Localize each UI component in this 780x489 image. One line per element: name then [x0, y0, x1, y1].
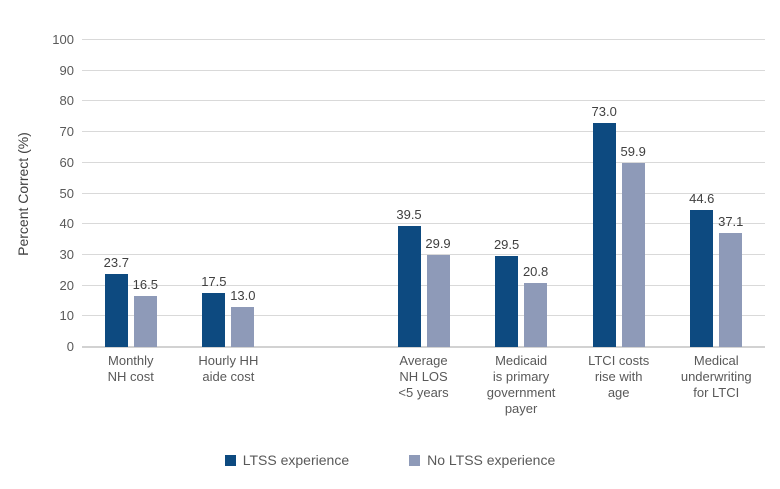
- bar-group: 39.5 29.9: [375, 40, 473, 347]
- legend-item: LTSS experience: [224, 452, 350, 468]
- bar-ltss-experience: [592, 122, 616, 347]
- bar-no-ltss-experience: [621, 163, 645, 347]
- gridline: [82, 253, 765, 255]
- bar-group-spacer: [277, 40, 375, 347]
- bar-value-label: 20.8: [522, 264, 549, 280]
- bar-value-label: 16.5: [132, 277, 158, 293]
- x-axis-labels: Monthly NH cost Hourly HH aide cost Averag…: [82, 353, 765, 417]
- y-tick-label: 10: [59, 308, 74, 324]
- legend: LTSS experience No LTSS experience: [0, 452, 780, 468]
- legend-label: LTSS experience: [242, 452, 350, 468]
- bar-no-ltss-experience: [426, 255, 450, 347]
- x-axis-label: Hourly HH aide cost: [198, 353, 259, 384]
- y-axis: 0 10 20 30 40 50 60 70 80 90 100: [0, 33, 74, 354]
- bar-ltss-experience: [104, 274, 128, 347]
- bar-wrap: 73.0: [591, 40, 617, 347]
- y-tick-label: 40: [59, 216, 74, 232]
- bar-group: 17.5 13.0: [180, 40, 278, 347]
- y-tick-label: 80: [59, 93, 74, 109]
- y-tick-label: 70: [59, 124, 74, 140]
- bar-ltss-experience: [690, 210, 714, 347]
- x-axis-label: Average NH LOS <5 years: [398, 353, 449, 400]
- bar-group: 23.7 16.5: [82, 40, 180, 347]
- bar-wrap: 39.5: [396, 40, 422, 347]
- bar-value-label: 39.5: [396, 206, 422, 222]
- y-tick-label: 50: [59, 185, 74, 201]
- gridline: [82, 100, 765, 102]
- bar-group: 73.0 59.9: [570, 40, 668, 347]
- bar-wrap: 29.9: [425, 40, 451, 347]
- legend-item: No LTSS experience: [409, 452, 555, 468]
- gridline: [82, 192, 765, 194]
- bar-value-label: 44.6: [689, 191, 715, 207]
- y-tick-label: 0: [66, 339, 74, 354]
- x-axis-label: LTCI costs rise with age: [588, 353, 650, 400]
- legend-label: No LTSS experience: [427, 452, 556, 468]
- y-tick-label: 20: [59, 277, 74, 293]
- legend-swatch-icon: [409, 454, 421, 466]
- gridline: [82, 131, 765, 133]
- bar-wrap: 37.1: [718, 40, 744, 347]
- bar-wrap: 13.0: [230, 40, 256, 347]
- bar-group: 29.5 20.8: [472, 40, 570, 347]
- bar-value-label: 17.5: [201, 274, 227, 290]
- bar-wrap: 29.5: [493, 40, 520, 347]
- x-axis-line: [82, 346, 765, 348]
- bar-value-label: 23.7: [103, 255, 129, 271]
- bar-value-label: 37.1: [718, 214, 744, 230]
- bar-wrap: 23.7: [103, 40, 129, 347]
- x-axis-label-spacer: [277, 353, 375, 417]
- bar-no-ltss-experience: [133, 296, 157, 347]
- bar-ltss-experience: [495, 256, 519, 347]
- bar-value-label: 59.9: [620, 144, 646, 160]
- bar-value-label: 29.5: [493, 237, 520, 253]
- x-axis-label: Monthly NH cost: [107, 353, 154, 384]
- x-axis-label: Medicaid is primary government payer: [486, 353, 556, 416]
- bar-no-ltss-experience: [231, 307, 255, 347]
- x-axis-label: Medical underwriting for LTCI: [680, 353, 752, 400]
- gridline: [82, 284, 765, 286]
- legend-swatch-icon: [224, 454, 236, 466]
- bar-wrap: 17.5: [201, 40, 227, 347]
- bar-value-label: 73.0: [591, 103, 617, 119]
- bar-ltss-experience: [397, 225, 421, 347]
- bar-no-ltss-experience: [719, 233, 743, 347]
- bar-ltss-experience: [202, 293, 226, 347]
- y-tick-label: 100: [52, 32, 74, 47]
- gridline: [82, 39, 765, 40]
- bar-value-label: 13.0: [230, 288, 256, 304]
- bar-wrap: 16.5: [132, 40, 158, 347]
- bar-group: 44.6 37.1: [667, 40, 765, 347]
- bar-wrap: 44.6: [689, 40, 715, 347]
- y-tick-label: 90: [59, 62, 74, 78]
- bar-wrap: 59.9: [620, 40, 646, 347]
- gridline: [82, 69, 765, 71]
- plot-area: 23.7 16.5 17.5 13.0 39.5 29.9 29.5 20.8 73.0 59.9…: [82, 39, 765, 348]
- bar-groups: 23.7 16.5 17.5 13.0 39.5 29.9 29.5 20.8 73.0 59.9…: [82, 40, 765, 347]
- y-tick-label: 30: [59, 246, 74, 262]
- gridline: [82, 161, 765, 163]
- y-tick-label: 60: [59, 154, 74, 170]
- gridline: [82, 315, 765, 317]
- bar-no-ltss-experience: [524, 283, 548, 347]
- bar-wrap: 20.8: [522, 40, 549, 347]
- gridline: [82, 223, 765, 225]
- bar-value-label: 29.9: [425, 236, 451, 252]
